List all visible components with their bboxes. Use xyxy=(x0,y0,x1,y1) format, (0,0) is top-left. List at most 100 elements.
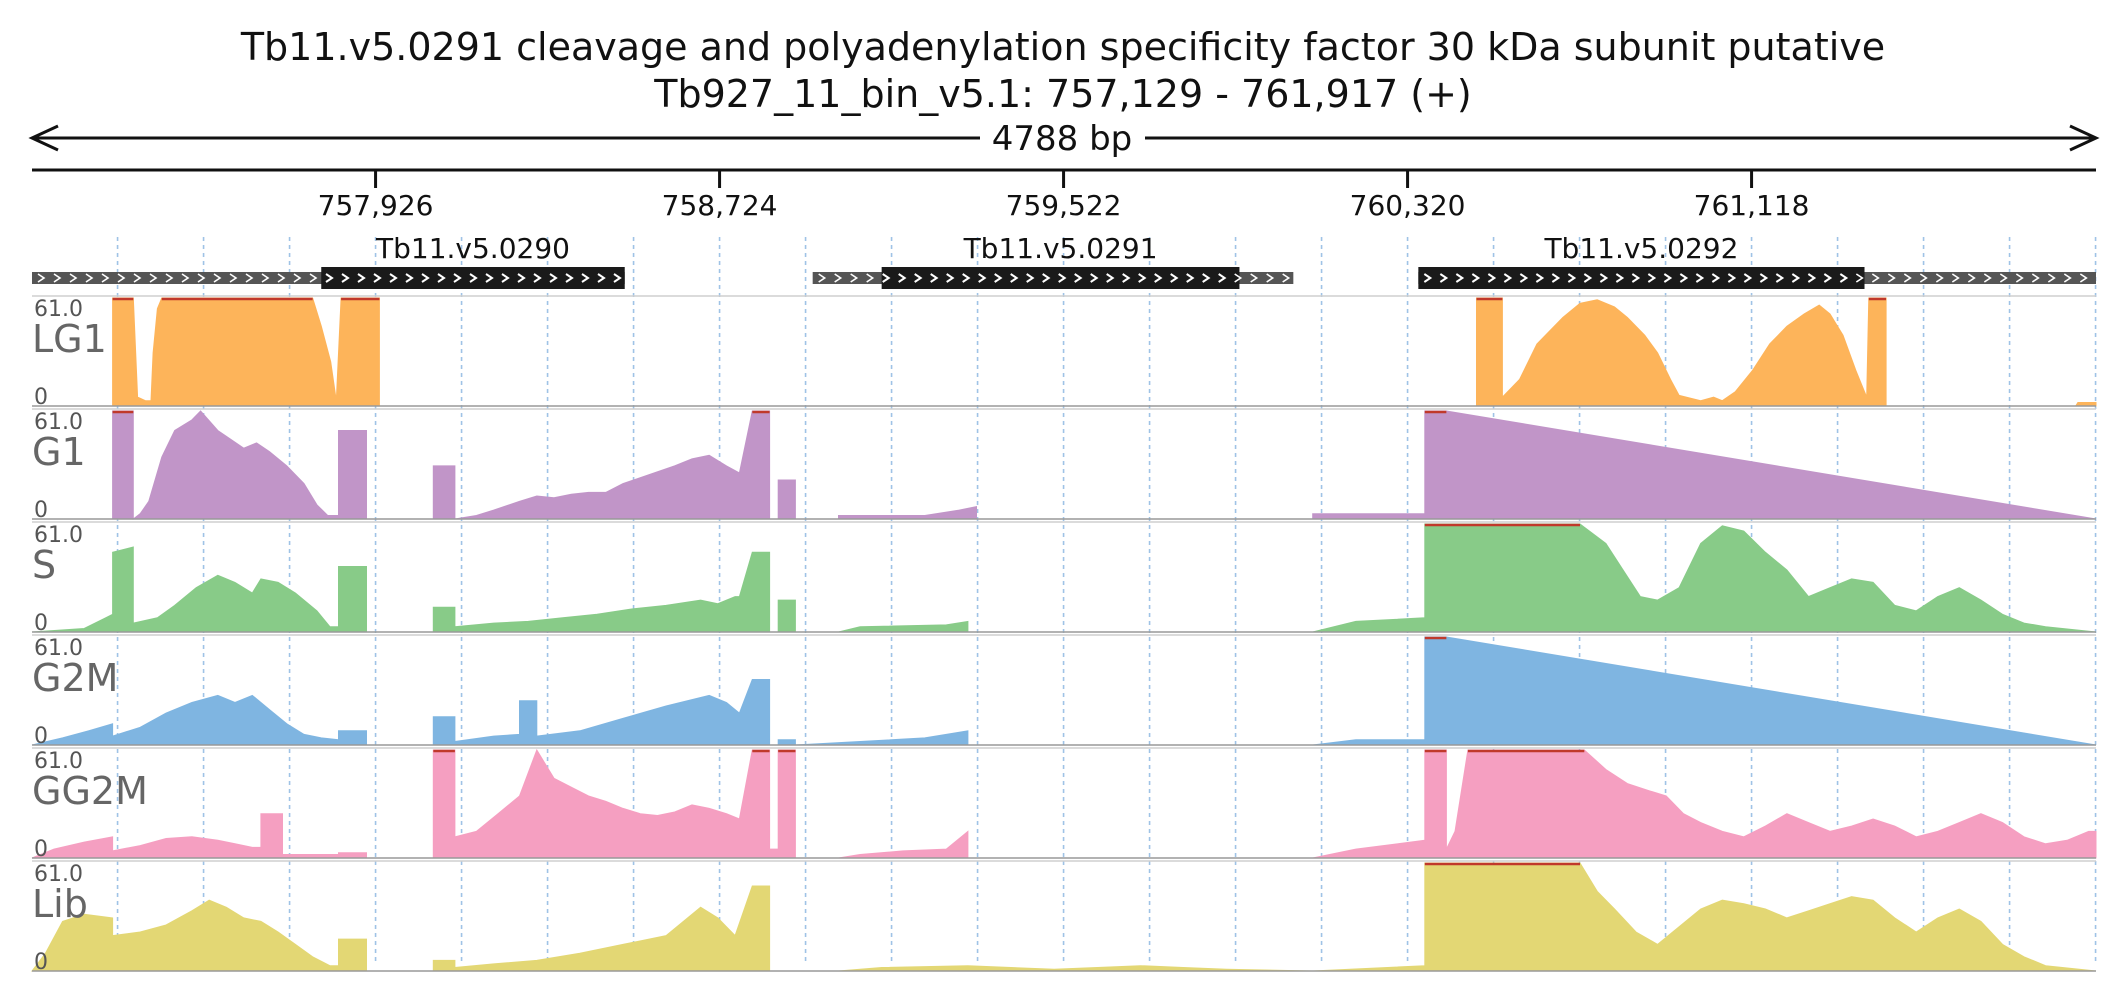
span-arrowhead-right xyxy=(2069,124,2100,152)
strand-chevron xyxy=(1695,273,1705,283)
y-min-label: 0 xyxy=(34,385,48,410)
strand-chevron xyxy=(834,273,843,283)
y-min-label: 0 xyxy=(34,950,48,975)
y-max-label: 61.0 xyxy=(34,636,83,661)
strand-chevron xyxy=(2063,273,2072,283)
strand-chevron xyxy=(1170,273,1179,283)
gene-label: Tb11.v5.0292 xyxy=(1543,232,1738,265)
strand-chevron xyxy=(818,273,827,283)
strand-chevron xyxy=(1042,273,1051,283)
strand-chevron xyxy=(1999,273,2008,283)
gene-label: Tb11.v5.0291 xyxy=(963,232,1158,265)
strand-chevron xyxy=(1775,273,1785,283)
strand-chevron xyxy=(85,273,94,283)
strand-chevron xyxy=(1727,273,1737,283)
strand-chevron xyxy=(1855,273,1864,283)
strand-chevron xyxy=(597,273,606,283)
strand-chevron xyxy=(946,273,955,283)
strand-chevron xyxy=(866,273,875,283)
axis-tick-label: 761,118 xyxy=(1694,189,1810,222)
strand-chevron xyxy=(613,273,622,283)
strand-chevron xyxy=(850,273,859,283)
strand-chevron xyxy=(501,273,510,283)
strand-chevron xyxy=(293,273,302,283)
strand-chevron xyxy=(1154,273,1163,283)
y-min-label: 0 xyxy=(34,724,48,749)
strand-chevron xyxy=(373,273,382,283)
strand-chevron xyxy=(1711,273,1721,283)
track-name: S xyxy=(32,543,56,587)
strand-chevron xyxy=(1663,273,1673,283)
strand-chevron xyxy=(2079,273,2088,283)
gene-label: Tb11.v5.0290 xyxy=(375,232,570,265)
coverage-track: 61.0 0 GG2M xyxy=(31,747,2097,862)
strand-chevron xyxy=(1887,273,1896,283)
coverage-track: 61.0 0 G1 xyxy=(32,408,2097,523)
coverage-track: 61.0 0 G2M xyxy=(31,634,2097,749)
strand-chevron xyxy=(213,273,222,283)
page-title: Tb11.v5.0291 cleavage and polyadenylatio… xyxy=(240,25,1886,69)
strand-chevron xyxy=(405,273,414,283)
coverage-track: 61.0 0 LG1 xyxy=(32,295,2097,410)
strand-chevron xyxy=(1138,273,1147,283)
strand-chevron xyxy=(1759,273,1769,283)
track-name: Lib xyxy=(32,882,88,926)
strand-chevron xyxy=(533,273,542,283)
strand-chevron xyxy=(1218,273,1227,283)
strand-chevron xyxy=(1903,273,1912,283)
strand-chevron xyxy=(261,273,270,283)
strand-chevron xyxy=(1647,273,1657,283)
strand-chevron xyxy=(1871,273,1880,283)
strand-chevron xyxy=(485,273,494,283)
strand-chevron xyxy=(1503,273,1513,283)
strand-chevron xyxy=(165,273,174,283)
gene-model: Tb11.v5.0292 xyxy=(1418,232,2096,289)
strand-chevron xyxy=(117,273,126,283)
coverage-track: 61.0 0 Lib xyxy=(30,860,2097,975)
track-name: LG1 xyxy=(32,317,107,361)
span-arrowhead-left xyxy=(28,124,59,152)
strand-chevron xyxy=(1423,273,1433,283)
strand-chevron xyxy=(437,273,446,283)
gene-cds xyxy=(1418,267,1865,289)
strand-chevron xyxy=(1823,273,1833,283)
strand-chevron xyxy=(1471,273,1481,283)
strand-chevron xyxy=(53,273,62,283)
coverage-area xyxy=(32,410,2097,521)
y-max-label: 61.0 xyxy=(34,523,83,548)
strand-chevron xyxy=(37,273,46,283)
axis-tick-label: 759,522 xyxy=(1006,189,1122,222)
strand-chevron xyxy=(1074,273,1083,283)
strand-chevron xyxy=(1679,273,1689,283)
strand-chevron xyxy=(245,273,254,283)
strand-chevron xyxy=(133,273,142,283)
strand-chevron xyxy=(469,273,478,283)
y-min-label: 0 xyxy=(34,611,48,636)
strand-chevron xyxy=(277,273,286,283)
strand-chevron xyxy=(309,273,318,283)
page-subtitle: Tb927_11_bin_v5.1: 757,129 - 761,917 (+) xyxy=(654,72,1472,116)
strand-chevron xyxy=(1935,273,1944,283)
strand-chevron xyxy=(898,273,907,283)
strand-chevron xyxy=(1743,273,1753,283)
y-max-label: 61.0 xyxy=(34,749,83,774)
strand-chevron xyxy=(1106,273,1115,283)
strand-chevron xyxy=(341,273,350,283)
strand-chevron xyxy=(1439,273,1449,283)
strand-chevron xyxy=(882,273,891,283)
strand-chevron xyxy=(149,273,158,283)
strand-chevron xyxy=(962,273,971,283)
strand-chevron xyxy=(517,273,526,283)
y-max-label: 61.0 xyxy=(34,862,83,887)
strand-chevron xyxy=(1839,273,1849,283)
coverage-track: 61.0 0 S xyxy=(31,521,2097,636)
strand-chevron xyxy=(1026,273,1035,283)
strand-chevron xyxy=(1266,273,1275,283)
gene-cds xyxy=(321,267,625,289)
strand-chevron xyxy=(1535,273,1545,283)
y-max-label: 61.0 xyxy=(34,410,83,435)
y-min-label: 0 xyxy=(34,837,48,862)
strand-chevron xyxy=(1010,273,1019,283)
strand-chevron xyxy=(1615,273,1625,283)
